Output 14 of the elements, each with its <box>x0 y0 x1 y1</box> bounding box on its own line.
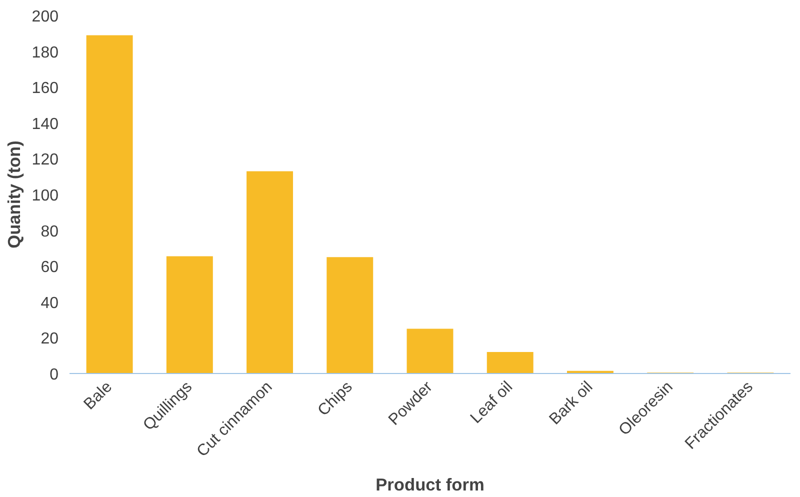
x-tick-label: Bale <box>80 378 116 414</box>
y-tick-label: 140 <box>32 116 59 133</box>
y-tick-label: 180 <box>32 44 59 62</box>
y-tick-label: 80 <box>40 223 59 240</box>
y-tick-label: 200 <box>32 8 59 26</box>
x-axis-title: Product form <box>376 474 484 494</box>
y-tick-label: 40 <box>40 294 59 312</box>
y-axis-title: Quanity (ton) <box>4 140 24 248</box>
y-tick-label: 100 <box>32 188 59 204</box>
y-tick-label: 120 <box>32 152 59 169</box>
y-tick-label: 60 <box>40 259 59 276</box>
y-tick-label: 160 <box>32 80 59 98</box>
y-tick-label: 20 <box>40 330 59 348</box>
y-tick-label: 0 <box>50 366 59 384</box>
